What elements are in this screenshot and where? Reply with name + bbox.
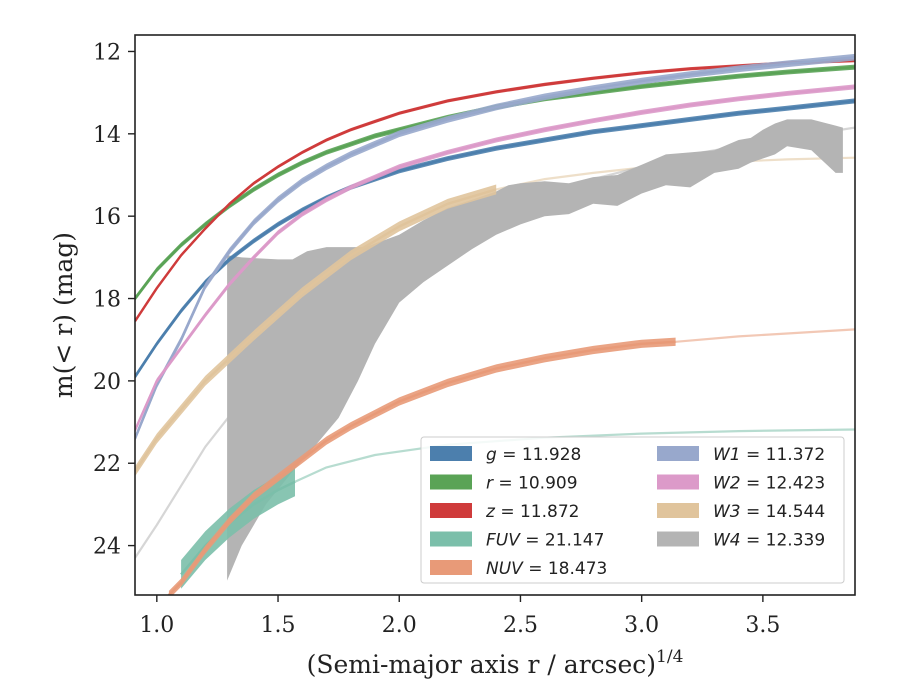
legend-label-g: g = 11.928 <box>486 445 581 465</box>
series-z-line <box>135 59 855 322</box>
legend-swatch-z <box>430 503 472 518</box>
plot-frame <box>134 34 856 596</box>
x-tick-label: 1.5 <box>261 613 296 638</box>
x-tick-label: 3.0 <box>624 613 659 638</box>
x-axis: 1.0 1.5 2.0 2.5 3.0 3.5 <box>139 595 780 638</box>
legend-swatch-w3 <box>657 503 699 518</box>
legend-label-nuv: NUV = 18.473 <box>486 559 607 579</box>
y-tick-label: 14 <box>93 123 121 148</box>
legend-swatch-nuv <box>430 560 472 575</box>
series-w1-line <box>135 56 855 439</box>
y-axis: 12 14 16 18 20 22 24 <box>93 40 135 560</box>
y-tick-label: 12 <box>93 40 121 65</box>
legend-label-w1: W1 = 11.372 <box>713 445 825 465</box>
legend-swatch-w4 <box>657 531 699 547</box>
series-r-line <box>135 65 855 300</box>
x-tick-label: 2.5 <box>503 613 538 638</box>
y-tick-label: 22 <box>93 452 121 477</box>
legend-label-fuv: FUV = 21.147 <box>486 531 604 551</box>
legend-swatch-r <box>430 474 472 490</box>
series-fuv-line <box>180 480 296 576</box>
y-tick-label: 18 <box>93 288 121 313</box>
series-nuv-line <box>168 340 676 595</box>
series-nuv-band <box>168 337 676 595</box>
x-axis-label-exponent: 1/4 <box>656 647 683 667</box>
series-w4-region <box>227 119 843 581</box>
y-axis-label: m(< r) (mag) <box>49 232 78 398</box>
legend-label-z: z = 11.872 <box>485 502 579 522</box>
y-tick-label: 20 <box>93 370 121 395</box>
legend-label-w2: W2 = 12.423 <box>713 474 825 494</box>
x-tick-label: 3.5 <box>745 613 780 638</box>
legend-box <box>420 436 845 584</box>
series-w2-line <box>135 85 855 431</box>
x-axis-label: (Semi-major axis r / arcsec)1/4 <box>307 647 684 679</box>
legend-label-r: r = 10.909 <box>486 474 578 494</box>
legend-label-w3: W3 = 14.544 <box>713 502 825 522</box>
x-tick-label: 1.0 <box>139 613 174 638</box>
y-tick-label: 16 <box>93 205 121 230</box>
legend-swatch-w1 <box>657 446 699 461</box>
legend-label-w4: W4 = 12.339 <box>713 531 825 551</box>
legend-swatch-fuv <box>430 531 472 547</box>
series-w3-line <box>135 188 497 473</box>
legend-swatch-w2 <box>657 474 699 490</box>
legend-swatch-g <box>430 446 472 461</box>
x-tick-label: 2.0 <box>382 613 417 638</box>
y-tick-label: 24 <box>93 535 121 560</box>
legend: g = 11.928 r = 10.909 z = 11.872 FUV = 21.1… <box>420 436 845 584</box>
